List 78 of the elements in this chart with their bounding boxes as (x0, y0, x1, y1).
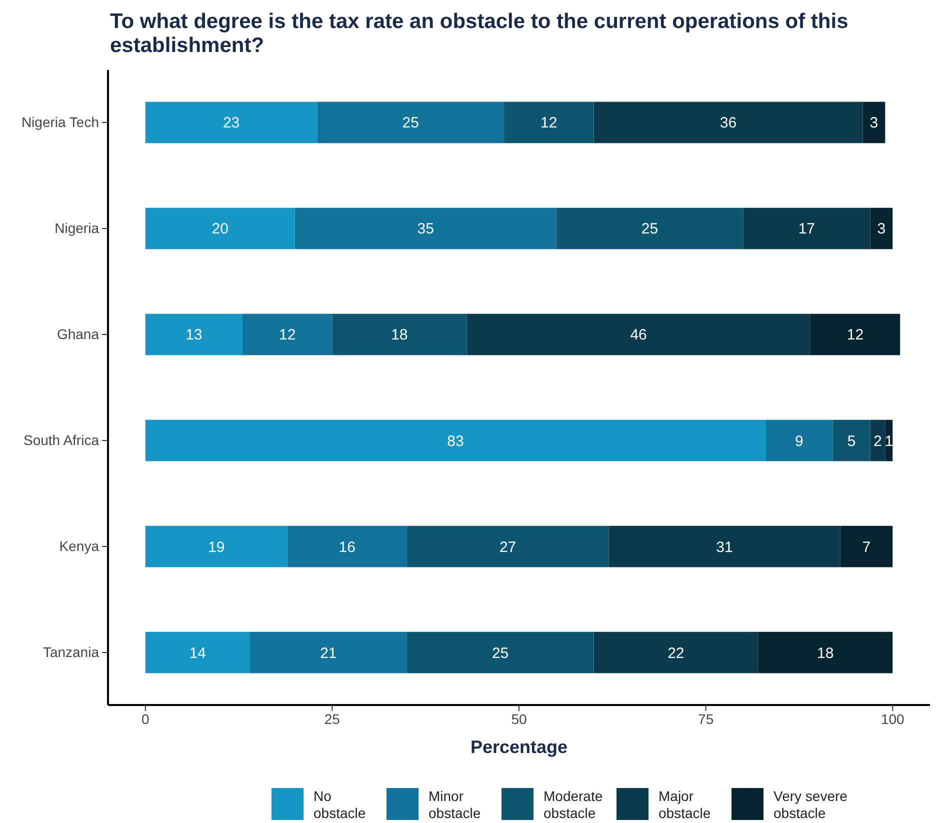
bar (743, 208, 870, 250)
data-label: 31 (716, 538, 733, 556)
data-label: 12 (846, 326, 864, 344)
legend-label: Moderate obstacle (544, 788, 603, 821)
y-tick-label: Nigeria Tech (21, 114, 99, 130)
data-label: 27 (499, 538, 516, 556)
data-label: 22 (668, 644, 684, 662)
data-label: 9 (795, 432, 804, 450)
data-label: 19 (208, 538, 225, 556)
bar (145, 314, 243, 356)
x-axis-title: Percentage (470, 737, 568, 757)
legend-label: No obstacle (314, 788, 366, 821)
bar (766, 420, 833, 462)
data-label: 13 (186, 326, 202, 344)
data-label: 23 (222, 114, 240, 132)
bar (594, 632, 758, 674)
data-label: 3 (870, 114, 878, 132)
legend-label: Minor obstacle (428, 788, 481, 821)
data-label: 21 (320, 644, 337, 662)
y-tick-label: Nigeria (54, 220, 100, 236)
data-label: 12 (540, 114, 558, 132)
bar (504, 102, 594, 144)
bar (885, 420, 893, 462)
bar (145, 102, 318, 144)
bar (145, 208, 295, 250)
x-tick-label: 50 (511, 710, 527, 727)
data-label: 46 (630, 326, 647, 344)
bar (870, 208, 893, 250)
chart-title: To what degree is the tax rate an obstacle to the current operations of this establishment? (110, 10, 848, 57)
data-label: 17 (798, 220, 816, 238)
bar (294, 208, 556, 250)
data-label: 7 (862, 538, 871, 556)
x-tick-label: 25 (324, 710, 340, 727)
bar (242, 314, 332, 356)
data-label: 1 (884, 432, 894, 450)
bar (406, 526, 609, 568)
y-tick-label: Kenya (59, 538, 100, 554)
y-tick-label: Ghana (56, 326, 100, 342)
bar (287, 526, 407, 568)
bar (758, 632, 893, 674)
x-tick-label: 100 (880, 710, 905, 727)
bar (145, 632, 250, 674)
data-label: 2 (874, 432, 882, 450)
data-label: 25 (641, 220, 658, 238)
x-tick-label: 0 (141, 710, 150, 727)
bar (317, 102, 504, 144)
y-tick-label: Tanzania (42, 644, 100, 660)
bar (832, 420, 870, 462)
data-label: 20 (212, 220, 228, 238)
data-label: 36 (720, 114, 737, 132)
bar (250, 632, 407, 674)
bar (556, 208, 744, 250)
data-label: 25 (402, 114, 419, 132)
legend-label: Very severe obstacle (774, 788, 848, 821)
data-label: 18 (391, 326, 408, 344)
bar (810, 314, 900, 356)
data-label: 18 (817, 644, 834, 662)
bar (406, 632, 594, 674)
data-label: 35 (417, 220, 434, 238)
y-tick-label: South Africa (24, 432, 100, 448)
bar (466, 314, 810, 356)
data-label: 3 (877, 220, 886, 238)
data-label: 5 (847, 432, 856, 450)
data-label: 16 (338, 538, 356, 556)
bar (594, 102, 863, 144)
bar (862, 102, 886, 144)
bar (870, 420, 886, 462)
data-label: 14 (189, 644, 206, 662)
bar (332, 314, 467, 356)
bar (608, 526, 840, 568)
legend-label: Major obstacle (658, 788, 711, 821)
data-label: 12 (279, 326, 296, 344)
bar (840, 526, 893, 568)
x-tick-label: 75 (698, 710, 714, 727)
bar (145, 526, 288, 568)
bar (145, 420, 766, 462)
data-label: 83 (447, 432, 464, 450)
data-label: 25 (492, 644, 509, 662)
